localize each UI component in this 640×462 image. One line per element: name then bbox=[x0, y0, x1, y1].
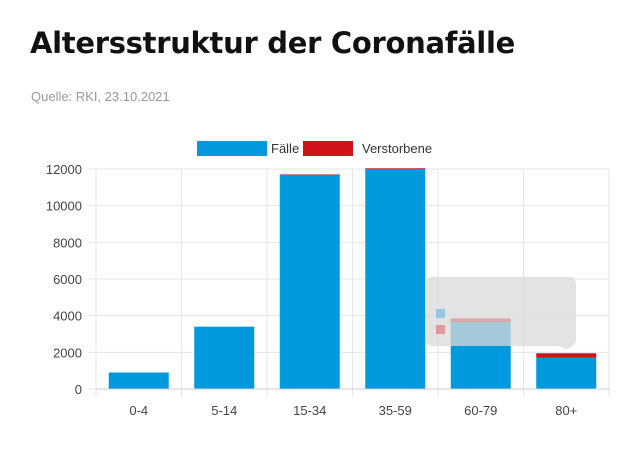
y-tick-label: 4000 bbox=[53, 309, 82, 324]
bar-deaths[interactable] bbox=[365, 168, 426, 169]
legend-label-deaths: Verstorbene bbox=[362, 141, 432, 156]
x-tick-label: 0-4 bbox=[129, 403, 148, 418]
y-tick-label: 8000 bbox=[53, 235, 82, 250]
x-tick-label: 80+ bbox=[555, 403, 577, 418]
bar-cases[interactable] bbox=[536, 357, 597, 389]
y-tick-label: 10000 bbox=[46, 199, 82, 214]
x-tick-label: 60-79 bbox=[464, 403, 497, 418]
bar-cases[interactable] bbox=[108, 372, 169, 390]
bar-cases[interactable] bbox=[194, 326, 255, 389]
bar-cases[interactable] bbox=[279, 174, 340, 390]
legend-item-deaths[interactable]: Verstorbene bbox=[303, 141, 432, 156]
y-tick-label: 12000 bbox=[46, 162, 82, 177]
x-tick-label: 5-14 bbox=[211, 403, 237, 418]
page-title: Altersstruktur der Coronafälle bbox=[30, 26, 515, 60]
x-tick-label: 35-59 bbox=[379, 403, 412, 418]
source-note: Quelle: RKI, 23.10.2021 bbox=[31, 89, 170, 104]
bar-deaths[interactable] bbox=[536, 353, 597, 358]
x-tick-label: 15-34 bbox=[293, 403, 326, 418]
y-tick-label: 2000 bbox=[53, 345, 82, 360]
legend-item-cases[interactable]: Fälle bbox=[197, 141, 299, 156]
tooltip-pointer bbox=[559, 346, 574, 350]
tooltip-swatch-deaths bbox=[436, 325, 445, 334]
axes: 0 2000 4000 6000 8000 10000 12000 0-4 5-14 15-34 3… bbox=[46, 162, 609, 418]
legend-swatch-deaths bbox=[303, 141, 353, 156]
legend[interactable]: Fälle Verstorbene bbox=[197, 141, 432, 156]
tooltip bbox=[426, 277, 576, 350]
tooltip-swatch-cases bbox=[436, 309, 445, 318]
tooltip-box bbox=[426, 277, 576, 346]
y-tick-label: 0 bbox=[75, 382, 82, 397]
bar-deaths[interactable] bbox=[279, 174, 340, 175]
legend-label-cases: Fälle bbox=[271, 141, 299, 156]
y-tick-label: 6000 bbox=[53, 272, 82, 287]
legend-swatch-cases bbox=[197, 141, 267, 156]
bar-cases[interactable] bbox=[365, 169, 426, 389]
